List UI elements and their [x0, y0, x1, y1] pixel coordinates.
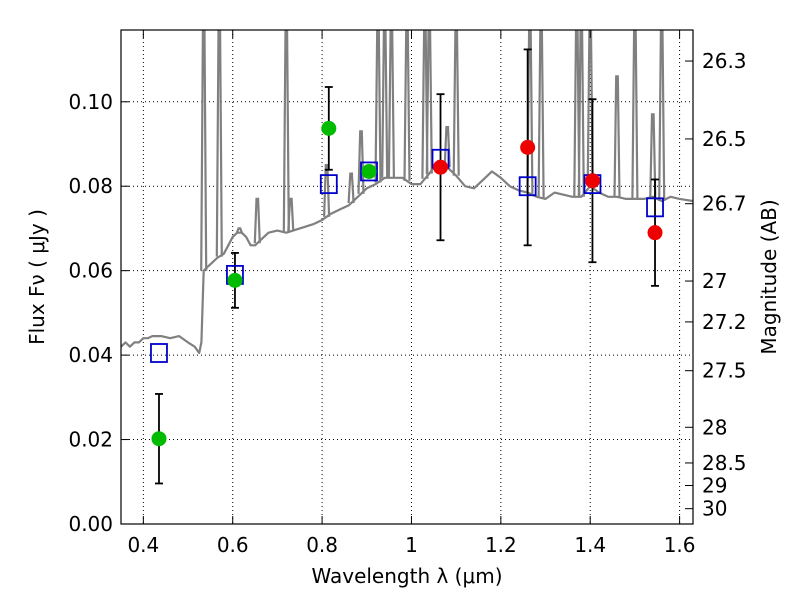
emission-line-spike [649, 113, 657, 197]
emission-line-spike [374, 30, 382, 183]
emission-line-spike [658, 30, 666, 202]
magnitude-tick-label: 29 [702, 473, 727, 497]
emission-line-spike [443, 126, 451, 168]
emission-line-spike [215, 30, 223, 257]
x-tick-label: 1 [405, 533, 418, 557]
magnitude-tick-label: 28.5 [702, 451, 747, 475]
magnitude-tick-label: 27.2 [702, 310, 747, 334]
model-flux-square [150, 343, 168, 363]
plot-frame [120, 29, 694, 525]
observed-flux-point [151, 431, 167, 447]
y-tick-label: 0.08 [68, 174, 113, 198]
emission-line-spike [613, 75, 621, 197]
y-tick-label: 0.00 [68, 512, 113, 536]
y-tick-label: 0.02 [68, 428, 113, 452]
x-tick-label: 1.4 [574, 533, 606, 557]
y-tick-label: 0.10 [68, 90, 113, 114]
emission-line-spike [235, 227, 243, 234]
emission-line-spike [425, 30, 433, 174]
x-tick-label: 0.4 [127, 533, 159, 557]
emission-line-spike [387, 30, 395, 178]
emission-line-spike [200, 30, 208, 271]
magnitude-tick-label: 30 [702, 497, 727, 521]
y-axis-ticks: 0.00 0.02 0.04 0.06 0.08 0.10 [68, 90, 129, 536]
observed-photometry-points [151, 120, 663, 447]
magnitude-tick-label: 26.7 [702, 192, 747, 216]
observed-flux-point [433, 159, 449, 175]
emission-line-spike [347, 172, 355, 204]
observed-flux-point [227, 272, 243, 288]
x-axis-title: Wavelength λ (μm) [311, 564, 502, 588]
magnitude-tick-label: 26.5 [702, 127, 747, 151]
emission-line-spike [287, 197, 295, 232]
magnitude-axis-title: Magnitude (AB) [757, 199, 781, 354]
x-tick-label: 0.8 [306, 533, 338, 557]
x-tick-label: 1.2 [485, 533, 517, 557]
magnitude-tick-label: 26.3 [702, 49, 747, 73]
magnitude-tick-label: 27.5 [702, 359, 747, 383]
observed-flux-point [361, 163, 377, 179]
magnitude-tick-label: 28 [702, 415, 727, 439]
emission-line-spike [631, 30, 639, 199]
observed-flux-point [584, 173, 600, 189]
emission-line-spike [323, 164, 331, 217]
observed-flux-point [321, 120, 337, 136]
magnitude-tick-label: 27 [702, 269, 727, 293]
emission-line-spike [577, 30, 585, 197]
observed-flux-point [520, 139, 536, 155]
model-flux-square [319, 174, 338, 195]
emission-line-spike [537, 30, 545, 198]
emission-line-spike [573, 30, 581, 197]
emission-line-spike [282, 30, 290, 233]
y-axis-title: Flux Fν ( μJy ) [25, 209, 49, 345]
y-tick-label: 0.04 [68, 343, 113, 367]
x-tick-label: 0.6 [217, 533, 249, 557]
plot-area [121, 30, 693, 485]
x-tick-label: 1.6 [664, 533, 696, 557]
observed-flux-point [647, 225, 663, 241]
model-flux-square [646, 197, 664, 218]
emission-line-spike [403, 30, 411, 181]
model-flux-square [360, 161, 378, 182]
model-spectrum [121, 30, 693, 355]
x-axis-ticks: 0.4 0.6 0.8 1 1.2 1.4 1.6 [127, 30, 696, 557]
model-flux-square [518, 176, 537, 197]
grid-layer [121, 30, 693, 525]
y-tick-label: 0.06 [68, 259, 113, 283]
emission-line-spike [381, 30, 389, 178]
emission-line-spike [253, 197, 261, 244]
emission-line-spike [452, 30, 460, 176]
